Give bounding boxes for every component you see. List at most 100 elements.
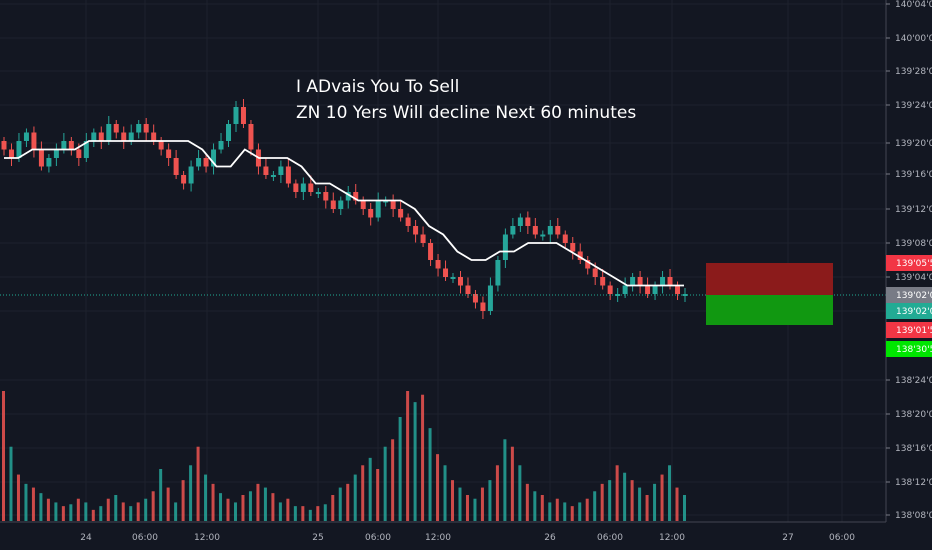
volume-bars bbox=[2, 391, 686, 521]
volume-bar bbox=[166, 487, 170, 521]
x-tick-label: 12:00 bbox=[425, 533, 451, 543]
volume-bar bbox=[353, 474, 357, 521]
volume-bar bbox=[563, 502, 567, 521]
annotation-line-1: I ADvais You To Sell bbox=[296, 77, 459, 97]
y-tick-label: 139'08'0 bbox=[895, 239, 932, 249]
price-tag bbox=[886, 341, 932, 357]
candle-body bbox=[240, 107, 246, 124]
candle-body bbox=[420, 234, 426, 243]
volume-bar bbox=[331, 495, 335, 521]
price-tags: 139'05'5 139'02'0 139'02'0 139'01'5 138'30'5 bbox=[886, 255, 932, 357]
volume-bar bbox=[256, 483, 260, 521]
y-tick-label: 139'24'0 bbox=[895, 101, 932, 111]
volume-bar bbox=[608, 480, 612, 521]
volume-bar bbox=[196, 446, 200, 521]
candle-body bbox=[457, 277, 463, 286]
y-axis-panel bbox=[886, 0, 932, 550]
candle-body bbox=[83, 141, 89, 158]
volume-bar bbox=[211, 483, 215, 521]
y-tick-label: 138'24'0 bbox=[895, 376, 932, 386]
candle-body bbox=[91, 132, 97, 141]
x-axis-panel bbox=[0, 522, 932, 550]
y-tick-label: 138'16'0 bbox=[895, 444, 932, 454]
candle-body bbox=[368, 209, 374, 218]
candle-body bbox=[577, 251, 583, 260]
volume-bar bbox=[668, 465, 672, 521]
candle-body bbox=[300, 183, 306, 192]
price-tag bbox=[886, 303, 932, 319]
volume-bar bbox=[323, 504, 327, 521]
volume-bar bbox=[555, 498, 559, 521]
candle-body bbox=[360, 200, 366, 209]
volume-bar bbox=[24, 483, 28, 521]
volume-bar bbox=[39, 493, 43, 521]
sell-zone bbox=[706, 263, 833, 325]
volume-bar bbox=[308, 509, 312, 521]
y-tick-label: 138'08'0 bbox=[895, 511, 932, 521]
volume-bar bbox=[368, 457, 372, 521]
candle-body bbox=[375, 200, 381, 218]
zone-upper bbox=[706, 263, 833, 295]
volume-bar bbox=[480, 487, 484, 521]
volume-bar bbox=[61, 506, 65, 521]
candle-body bbox=[211, 149, 217, 167]
volume-bar bbox=[241, 495, 245, 521]
candle-body bbox=[285, 166, 291, 184]
candle-body bbox=[660, 277, 666, 286]
y-tick-label: 140'00'0 bbox=[895, 34, 932, 44]
candle-body bbox=[637, 277, 643, 286]
volume-bar bbox=[316, 506, 320, 521]
candle-body bbox=[76, 149, 82, 158]
price-tag-label: 139'02'0 bbox=[896, 291, 932, 301]
candle-body bbox=[53, 149, 59, 158]
y-tick-label: 139'16'0 bbox=[895, 170, 932, 180]
price-tag-label: 138'30'5 bbox=[896, 345, 932, 355]
candle-body bbox=[16, 141, 22, 158]
volume-bar bbox=[570, 506, 574, 521]
volume-bar bbox=[428, 428, 432, 521]
candle-body bbox=[607, 285, 613, 294]
zone-lower bbox=[706, 295, 833, 325]
candle-body bbox=[398, 209, 404, 218]
candle-body bbox=[248, 124, 254, 150]
volume-bar bbox=[638, 487, 642, 521]
volume-bar bbox=[443, 465, 447, 521]
volume-bar bbox=[510, 446, 514, 521]
candle-body bbox=[622, 285, 628, 294]
candle-body bbox=[31, 132, 37, 150]
candle-body bbox=[630, 277, 636, 286]
candle-body bbox=[450, 277, 456, 279]
volume-bar bbox=[600, 483, 604, 521]
candle-body bbox=[203, 158, 209, 167]
volume-bar bbox=[106, 498, 110, 521]
y-tick-label: 140'04'0 bbox=[895, 0, 932, 10]
annotation-line-2: ZN 10 Yers Will decline Next 60 minutes bbox=[296, 103, 636, 123]
volume-bar bbox=[69, 504, 73, 521]
volume-bar bbox=[248, 491, 252, 521]
candle-body bbox=[158, 141, 164, 150]
candle-body bbox=[330, 200, 336, 209]
candle-body bbox=[166, 149, 172, 158]
candle-body bbox=[181, 175, 187, 184]
volume-bar bbox=[615, 465, 619, 521]
y-tick-label: 138'20'0 bbox=[895, 410, 932, 420]
volume-bar bbox=[54, 502, 58, 521]
x-tick-label: 12:00 bbox=[194, 533, 220, 543]
volume-bar bbox=[151, 491, 155, 521]
price-tag-label: 139'02'0 bbox=[896, 307, 932, 317]
candle-body bbox=[173, 158, 179, 175]
y-tick-label: 139'28'0 bbox=[895, 67, 932, 77]
volume-bar bbox=[226, 498, 230, 521]
candle-body bbox=[517, 217, 523, 226]
candle-body bbox=[540, 234, 546, 237]
candle-body bbox=[487, 285, 493, 311]
volume-bar bbox=[645, 495, 649, 521]
y-tick-label: 138'12'0 bbox=[895, 478, 932, 488]
volume-bar bbox=[578, 502, 582, 521]
candle-body bbox=[270, 175, 276, 177]
candle-body bbox=[106, 124, 112, 141]
candle-body bbox=[443, 268, 449, 277]
candle-body bbox=[226, 124, 232, 141]
candle-body bbox=[570, 243, 576, 252]
